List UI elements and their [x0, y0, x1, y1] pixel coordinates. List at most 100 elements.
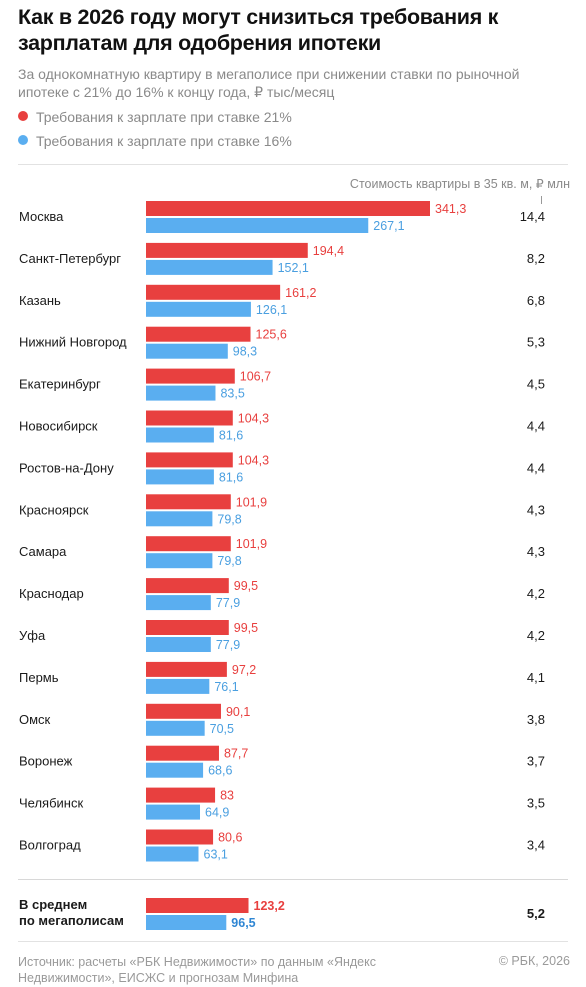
city-label: Нижний Новгород [19, 335, 127, 350]
bar-16 [146, 511, 213, 527]
value-label-21: 87,7 [224, 747, 248, 761]
bar-21 [146, 578, 229, 594]
value-label-21: 97,2 [232, 663, 256, 677]
city-label: Волгоград [19, 838, 81, 853]
bar-16 [146, 385, 216, 401]
value-label-21: 161,2 [285, 286, 316, 300]
apartment-cost: 3,4 [527, 838, 545, 853]
value-label-16: 267,1 [373, 219, 404, 233]
legend-label-16: Требования к зарплате при ставке 16% [36, 133, 292, 149]
apartment-cost: 14,4 [520, 209, 545, 224]
city-label: Омск [19, 712, 51, 727]
city-label: Самара [19, 544, 67, 559]
bar-16 [146, 804, 201, 820]
average-value-label-16: 96,5 [231, 916, 255, 930]
value-label-16: 79,8 [217, 512, 241, 526]
average-value-label-21: 123,2 [254, 899, 285, 913]
bar-21 [146, 787, 216, 803]
city-label: Пермь [19, 670, 59, 685]
value-label-16: 98,3 [233, 345, 257, 359]
bar-21 [146, 745, 219, 761]
legend-label-21: Требования к зарплате при ставке 21% [36, 109, 292, 125]
bar-21 [146, 452, 233, 468]
apartment-cost: 3,5 [527, 796, 545, 811]
value-label-16: 68,6 [208, 764, 232, 778]
apartment-cost: 3,8 [527, 712, 545, 727]
bar-16 [146, 762, 204, 778]
apartment-cost: 4,4 [527, 419, 545, 434]
value-label-21: 125,6 [256, 328, 287, 342]
bar-16 [146, 553, 213, 569]
bar-16 [146, 637, 211, 652]
city-label: Екатеринбург [19, 377, 101, 392]
apartment-cost: 6,8 [527, 293, 545, 308]
value-label-21: 101,9 [236, 537, 267, 551]
apartment-cost: 4,5 [527, 377, 545, 392]
bar-16 [146, 595, 211, 611]
average-label-line2: по мегаполисам [19, 913, 124, 928]
city-label: Красноярск [19, 502, 89, 517]
bar-16 [146, 427, 214, 443]
value-label-16: 70,5 [210, 722, 234, 736]
value-label-21: 104,3 [238, 412, 269, 426]
bar-21 [146, 494, 231, 510]
apartment-cost: 8,2 [527, 251, 545, 266]
bar-16 [146, 218, 369, 233]
city-label: Казань [19, 293, 61, 308]
source-note: Источник: расчеты «РБК Недвижимости» по … [18, 955, 376, 985]
bar-16 [146, 469, 214, 485]
value-label-21: 194,4 [313, 244, 344, 258]
bar-21 [146, 284, 281, 300]
bar-21 [146, 661, 227, 677]
value-label-16: 81,6 [219, 470, 243, 484]
bar-21 [146, 829, 214, 845]
value-label-16: 152,1 [278, 261, 309, 275]
value-label-16: 126,1 [256, 303, 287, 317]
bar-16 [146, 259, 273, 275]
average-label-line1: В среднем [19, 897, 87, 912]
legend-item-16: Требования к зарплате при ставке 16% [18, 132, 558, 150]
bar-16 [146, 846, 199, 862]
value-label-16: 79,8 [217, 554, 241, 568]
city-label: Уфа [19, 628, 46, 643]
bar-21 [146, 368, 235, 384]
value-label-16: 77,9 [216, 596, 240, 610]
bar-21 [146, 201, 430, 216]
bar-16 [146, 343, 228, 359]
value-label-21: 104,3 [238, 453, 269, 467]
bar-21 [146, 536, 231, 552]
bar-21 [146, 410, 233, 426]
average-apartment-cost: 5,2 [527, 906, 545, 921]
value-label-16: 81,6 [219, 429, 243, 443]
bar-21 [146, 620, 229, 635]
city-label: Новосибирск [19, 419, 98, 434]
value-label-21: 99,5 [234, 579, 258, 593]
copyright: © РБК, 2026 [498, 954, 570, 968]
legend-dot-blue-icon [18, 135, 28, 145]
value-label-21: 101,9 [236, 495, 267, 509]
value-label-16: 77,9 [216, 638, 240, 652]
city-label: Санкт-Петербург [19, 251, 121, 266]
apartment-cost: 3,7 [527, 754, 545, 769]
bar-16 [146, 301, 251, 317]
bar-21 [146, 242, 308, 258]
apartment-cost: 4,3 [527, 502, 545, 517]
bar-21 [146, 326, 251, 342]
city-label: Краснодар [19, 586, 84, 601]
legend-dot-red-icon [18, 111, 28, 121]
city-label: Челябинск [19, 796, 83, 811]
value-label-16: 76,1 [214, 680, 238, 694]
value-label-21: 341,3 [435, 202, 466, 216]
average-bar-16 [146, 915, 227, 930]
average-bar-21 [146, 898, 249, 913]
cost-column-tick [541, 196, 542, 204]
city-label: Воронеж [19, 754, 73, 769]
bar-21 [146, 703, 221, 719]
value-label-16: 63,1 [204, 848, 228, 862]
apartment-cost: 4,2 [527, 586, 545, 601]
value-label-21: 90,1 [226, 705, 250, 719]
apartment-cost: 5,3 [527, 335, 545, 350]
chart-title: Как в 2026 году могут снизиться требован… [18, 5, 499, 55]
value-label-21: 106,7 [240, 370, 271, 384]
